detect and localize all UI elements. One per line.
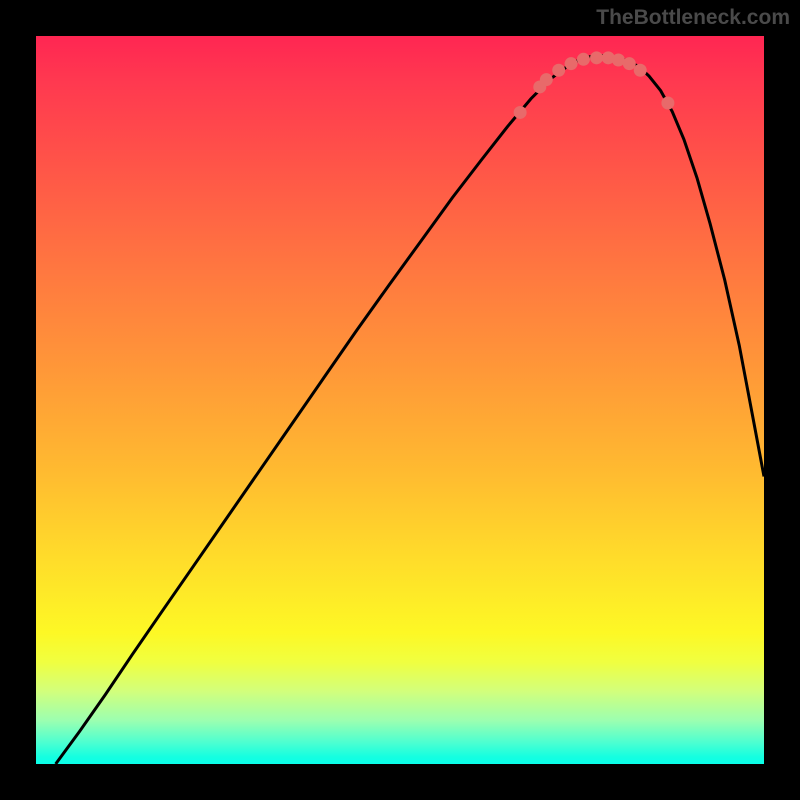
curve-marker xyxy=(590,51,603,64)
curve-marker xyxy=(577,53,590,66)
marker-group xyxy=(514,51,675,119)
curve-marker xyxy=(552,64,565,77)
chart-svg xyxy=(36,36,764,764)
curve-marker xyxy=(634,64,647,77)
curve-marker xyxy=(661,96,674,109)
bottleneck-curve xyxy=(56,56,764,764)
curve-marker xyxy=(565,57,578,70)
curve-marker xyxy=(623,57,636,70)
curve-marker xyxy=(540,73,553,86)
plot-area xyxy=(36,36,764,764)
watermark-text: TheBottleneck.com xyxy=(596,6,790,30)
curve-marker xyxy=(514,106,527,119)
